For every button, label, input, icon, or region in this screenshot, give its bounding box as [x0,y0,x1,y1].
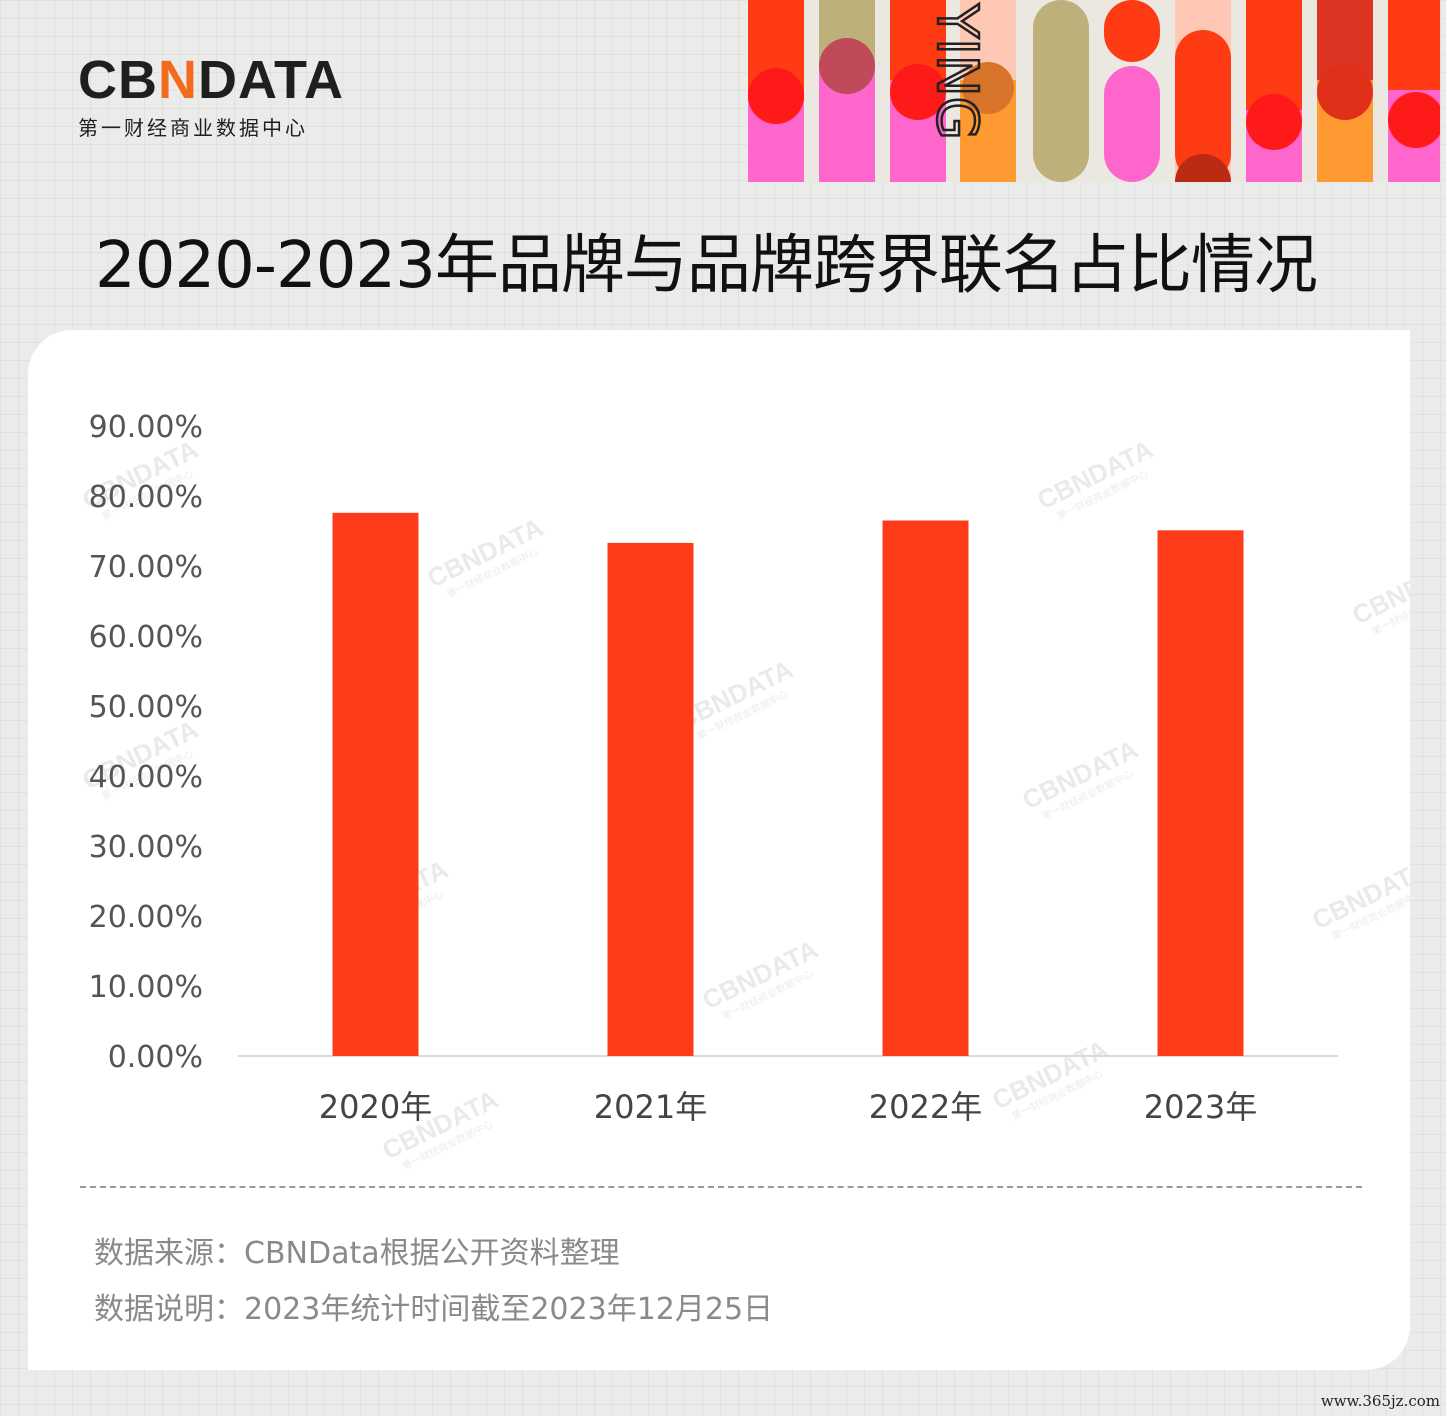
chart-card: CBNDATA 第一财经商业数据中心 CBNDATA 第一财经商业数据中心 CBNDAT… [28,330,1410,1370]
bar [332,512,419,1056]
logo-text-left: CB [78,50,158,110]
y-tick-label: 60.00% [89,620,203,655]
bar [607,542,694,1056]
x-tick-label: 2022年 [869,1088,982,1126]
decorative-banner: YING [748,0,1440,182]
y-axis-ticks: 0.00% 10.00% 20.00% 30.00% 40.00% 50.00% 60.00… [89,410,203,1075]
bar [1157,530,1244,1056]
logo-text-right: DATA [198,50,344,110]
brand-logo: CBNDATA 第一财经商业数据中心 [78,52,344,141]
x-tick-label: 2020年 [319,1088,432,1126]
y-tick-label: 40.00% [89,760,203,795]
y-tick-label: 10.00% [89,970,203,1005]
logo-wordmark: CBNDATA [78,52,344,108]
logo-text-accent: N [158,50,198,110]
y-tick-label: 80.00% [89,480,203,515]
x-tick-label: 2021年 [594,1088,707,1126]
y-tick-label: 30.00% [89,830,203,865]
dashed-divider [80,1186,1362,1188]
data-source-note: 数据来源：CBNData根据公开资料整理 [94,1236,620,1271]
site-watermark: www.365jz.com [1320,1392,1440,1410]
data-description-note: 数据说明：2023年统计时间截至2023年12月25日 [94,1292,774,1327]
page-title: 2020-2023年品牌与品牌跨界联名占比情况 [95,229,1318,303]
y-tick-label: 90.00% [89,410,203,445]
logo-subtitle: 第一财经商业数据中心 [78,116,308,140]
y-tick-label: 20.00% [89,900,203,935]
bars [332,512,1244,1056]
banner-artwork: YING [748,0,1440,182]
y-tick-label: 0.00% [108,1040,203,1075]
y-tick-label: 70.00% [89,550,203,585]
banner-vertical-text: YING [924,3,989,140]
y-tick-label: 50.00% [89,690,203,725]
bar [882,520,969,1056]
x-tick-label: 2023年 [1144,1088,1257,1126]
x-axis-ticks: 2020年 2021年 2022年 2023年 [319,1088,1257,1126]
